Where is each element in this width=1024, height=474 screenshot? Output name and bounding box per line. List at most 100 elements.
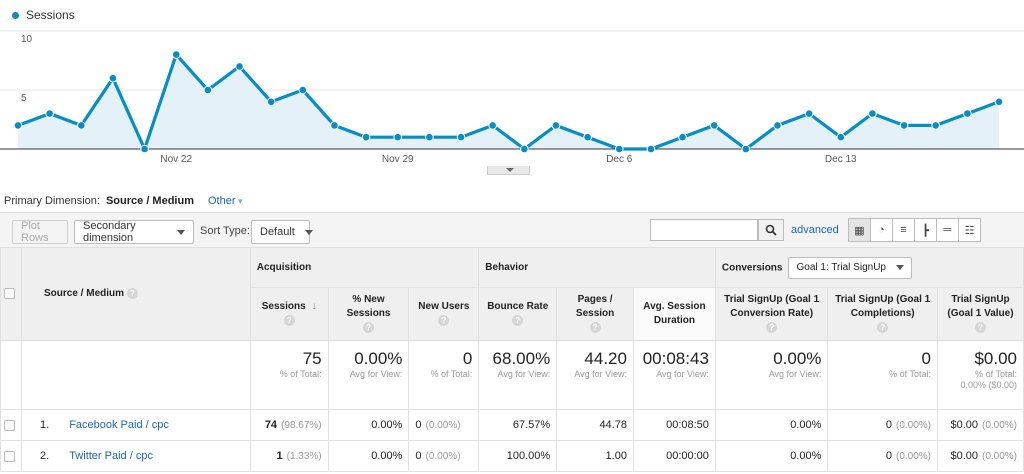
data-point bbox=[266, 97, 276, 107]
total-cell: 44.20 Avg for View: bbox=[556, 340, 634, 410]
help-icon[interactable]: ? bbox=[363, 321, 375, 333]
col-sessions[interactable]: Sessions ↓? bbox=[249, 287, 329, 341]
col-goal-value[interactable]: Trial SignUp (Goal 1 Value)? bbox=[937, 287, 1024, 341]
goal-value: $0.00 bbox=[950, 450, 978, 462]
help-icon[interactable]: ? bbox=[283, 314, 295, 326]
col-new-sessions-label: % New Sessions bbox=[346, 294, 391, 319]
col-goal-conversion-rate-label: Trial SignUp (Goal 1 Conversion Rate) bbox=[724, 294, 820, 319]
total-cell: 0% of Total: bbox=[408, 340, 480, 410]
source-link[interactable]: Twitter Paid / cpc bbox=[69, 450, 153, 462]
col-goal-conversion-rate[interactable]: Trial SignUp (Goal 1 Conversion Rate)? bbox=[714, 287, 829, 341]
data-point bbox=[13, 121, 23, 130]
data-point bbox=[583, 132, 592, 142]
col-sessions-label: Sessions bbox=[261, 301, 306, 312]
help-icon[interactable]: ? bbox=[126, 288, 138, 300]
data-point bbox=[868, 109, 877, 118]
pivot-view-icon[interactable]: ☷ bbox=[958, 218, 981, 242]
data-point bbox=[425, 132, 434, 142]
col-goal-value-label: Trial SignUp (Goal 1 Value) bbox=[947, 294, 1014, 319]
data-point bbox=[108, 73, 118, 83]
sort-type-dropdown[interactable]: Default bbox=[251, 220, 313, 244]
conversions-group-header: Conversions Goal 1: Trial SignUp bbox=[714, 247, 1024, 288]
data-point bbox=[298, 85, 308, 95]
col-pages-session[interactable]: Pages / Session? bbox=[556, 287, 634, 341]
table-view-icon[interactable]: ▦ bbox=[848, 218, 871, 242]
sessions-value: 74 bbox=[264, 419, 278, 431]
data-point bbox=[741, 144, 751, 154]
col-avg-duration[interactable]: Avg. Session Duration bbox=[632, 287, 716, 341]
help-icon[interactable]: ? bbox=[877, 321, 889, 333]
sort-type-label: Sort Type: bbox=[200, 225, 250, 237]
plot-rows-button[interactable]: Plot Rows bbox=[12, 220, 68, 244]
new-sessions-value: 0.00% bbox=[327, 409, 410, 441]
acquisition-group-header: Acquisition bbox=[249, 247, 480, 288]
legend-dot-icon bbox=[12, 11, 19, 19]
help-icon[interactable]: ? bbox=[975, 321, 986, 333]
goal-select[interactable]: Goal 1: Trial SignUp bbox=[788, 256, 912, 279]
secondary-dimension-dropdown[interactable]: Secondary dimension bbox=[74, 220, 194, 244]
col-bounce-rate[interactable]: Bounce Rate? bbox=[478, 287, 558, 341]
data-point bbox=[646, 144, 656, 154]
help-icon[interactable]: ? bbox=[766, 321, 778, 333]
totals-row: 75% of Total: 0.00% Avg for View: 0% of T… bbox=[0, 340, 1024, 410]
data-point bbox=[773, 121, 782, 130]
avg-duration-value: 00:08:50 bbox=[632, 409, 716, 441]
col-new-users[interactable]: New Users? bbox=[408, 287, 480, 341]
table-search-input[interactable] bbox=[650, 219, 758, 241]
y-tick-label: 5 bbox=[21, 93, 27, 104]
data-point bbox=[520, 144, 529, 154]
help-icon[interactable]: ? bbox=[438, 314, 450, 326]
data-point bbox=[330, 121, 339, 130]
data-point bbox=[203, 85, 213, 95]
table-row[interactable]: 1. Facebook Paid / cpc 74 (98.67%) 0.00% 0… bbox=[0, 409, 1024, 441]
legend-label: Sessions bbox=[26, 8, 75, 22]
pie-view-icon[interactable]: ◔ bbox=[870, 218, 893, 242]
data-point bbox=[235, 62, 244, 71]
advanced-link[interactable]: advanced bbox=[791, 224, 839, 236]
row-index: 1. bbox=[40, 419, 50, 431]
col-new-sessions[interactable]: % New Sessions? bbox=[327, 287, 410, 341]
select-all-checkbox[interactable] bbox=[4, 288, 15, 300]
row-checkbox[interactable] bbox=[4, 450, 15, 462]
bounce-rate-value: 67.57% bbox=[478, 409, 558, 441]
new-users-value: 0 bbox=[415, 450, 422, 462]
performance-view-icon[interactable]: ≡ bbox=[892, 218, 915, 242]
pages-session-value: 44.78 bbox=[556, 409, 634, 441]
term-cloud-view-icon[interactable]: ═ bbox=[936, 218, 959, 242]
total-cell: 75% of Total: bbox=[249, 340, 329, 410]
goal-select-value: Goal 1: Trial SignUp bbox=[796, 262, 886, 273]
chevron-down-icon bbox=[895, 265, 904, 270]
source-link[interactable]: Facebook Paid / cpc bbox=[69, 419, 169, 431]
help-icon[interactable]: ? bbox=[589, 321, 601, 333]
search-button[interactable] bbox=[758, 219, 784, 241]
data-point bbox=[456, 132, 466, 142]
data-point bbox=[140, 144, 149, 154]
view-switcher: ▦ ◔ ≡ ┣ ═ ☷ bbox=[848, 218, 981, 242]
row-checkbox[interactable] bbox=[4, 419, 15, 431]
data-point bbox=[393, 132, 403, 142]
col-goal-completions[interactable]: Trial SignUp (Goal 1 Completions)? bbox=[827, 287, 938, 341]
report-table: Source / Medium ? Acquisition Behavior C… bbox=[0, 247, 1024, 472]
conversions-label: Conversions bbox=[721, 262, 783, 273]
select-all-cell bbox=[0, 247, 22, 341]
col-avg-duration-label: Avg. Session Duration bbox=[643, 301, 706, 326]
search-icon bbox=[765, 224, 777, 236]
total-cell: 00:08:43 Avg for View: bbox=[632, 340, 716, 410]
data-point bbox=[836, 132, 846, 142]
chart-resize-handle[interactable] bbox=[487, 166, 530, 175]
other-dimension-link[interactable]: Other bbox=[208, 195, 243, 207]
comparison-view-icon[interactable]: ┣ bbox=[914, 218, 937, 242]
completions-value: 0 bbox=[885, 419, 892, 431]
sort-down-icon: ↓ bbox=[311, 301, 317, 312]
behavior-group-header: Behavior bbox=[478, 247, 716, 288]
table-row[interactable]: 2. Twitter Paid / cpc 1 (1.33%) 0.00% 0 (0.… bbox=[0, 440, 1024, 472]
data-point bbox=[994, 97, 1004, 107]
sessions-line bbox=[17, 53, 1000, 151]
data-point bbox=[361, 132, 371, 142]
help-icon[interactable]: ? bbox=[512, 314, 524, 326]
data-point bbox=[171, 50, 181, 59]
chart-svg[interactable]: 10 5 Nov 22 Nov 29 Dec 6 Dec 13 bbox=[0, 0, 1024, 178]
chevron-down-icon bbox=[304, 229, 313, 235]
dimension-header[interactable]: Source / Medium ? bbox=[21, 247, 251, 341]
total-cell: 0.00% Avg for View: bbox=[327, 340, 410, 410]
